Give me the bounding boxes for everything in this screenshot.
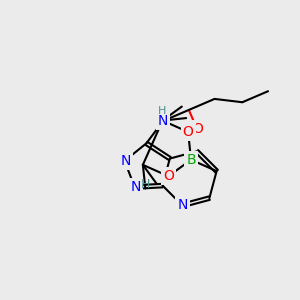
Text: O: O: [163, 169, 174, 183]
Text: O: O: [192, 122, 203, 136]
Text: N: N: [131, 180, 141, 194]
Text: O: O: [183, 125, 194, 139]
Text: N: N: [177, 198, 188, 212]
Text: H: H: [158, 106, 166, 116]
Text: N: N: [158, 114, 168, 128]
Text: H: H: [140, 178, 150, 190]
Text: B: B: [186, 153, 196, 167]
Text: N: N: [121, 154, 131, 168]
